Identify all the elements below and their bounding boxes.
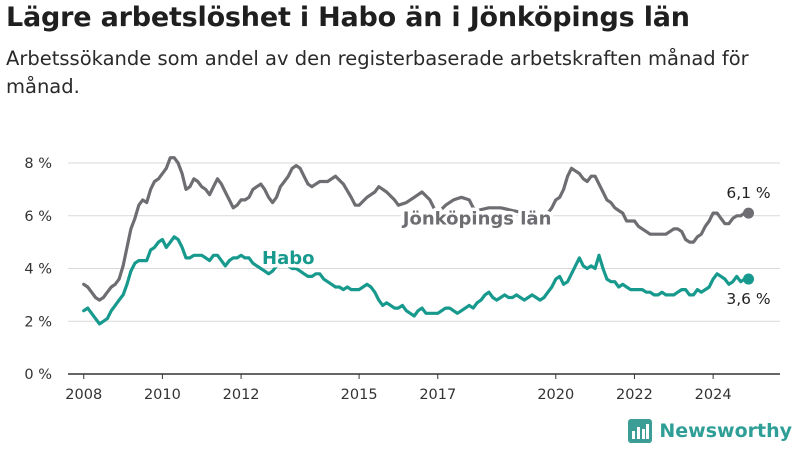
x-tick-label: 2020 (537, 387, 574, 403)
end-point-habo (743, 273, 755, 285)
x-tick-label: 2024 (695, 387, 732, 403)
series-lines (82, 156, 755, 326)
x-tick-label: 2015 (341, 387, 378, 403)
y-tick-label: 8 % (24, 156, 52, 172)
series-line-j-nk-pings-l-n (82, 156, 751, 302)
x-tick-label: 2017 (419, 387, 456, 403)
x-tick-label: 2022 (616, 387, 653, 403)
brand-name: Newsworthy (659, 420, 792, 442)
x-tick-label: 2010 (144, 387, 181, 403)
page-subtitle: Arbetssökande som andel av den registerb… (6, 47, 749, 98)
y-tick-label: 0 % (24, 367, 52, 383)
y-axis-tick-labels: 0 % 2 % 4 % 6 % 8 % (24, 156, 52, 383)
grid-lines (68, 162, 780, 322)
series-label-habo: Habo (262, 248, 314, 269)
end-point-j-nk-pings-l-n (743, 207, 755, 219)
x-tick-label: 2008 (65, 387, 102, 403)
y-tick-label: 4 % (24, 262, 52, 278)
series-label-j-nk-pings-l-n: Jönköpings län (401, 208, 552, 229)
newsworthy-logo-icon (628, 419, 653, 443)
newsworthy-brand: Newsworthy (627, 418, 792, 444)
x-axis: 2008 2010 2012 2015 2017 2020 2022 2024 (65, 373, 780, 403)
y-tick-label: 2 % (24, 314, 52, 330)
end-label-habo: 3,6 % (726, 290, 770, 308)
series-line-habo (82, 235, 751, 326)
y-tick-label: 6 % (24, 209, 52, 225)
end-label-j-nk-pings-l-n: 6,1 % (726, 184, 770, 202)
page-title: Lägre arbetslöshet i Habo än i Jönköping… (6, 2, 690, 33)
x-tick-label: 2012 (223, 387, 260, 403)
series-labels: 6,1 % 3,6 % Habo Jönköpings län (259, 184, 771, 308)
